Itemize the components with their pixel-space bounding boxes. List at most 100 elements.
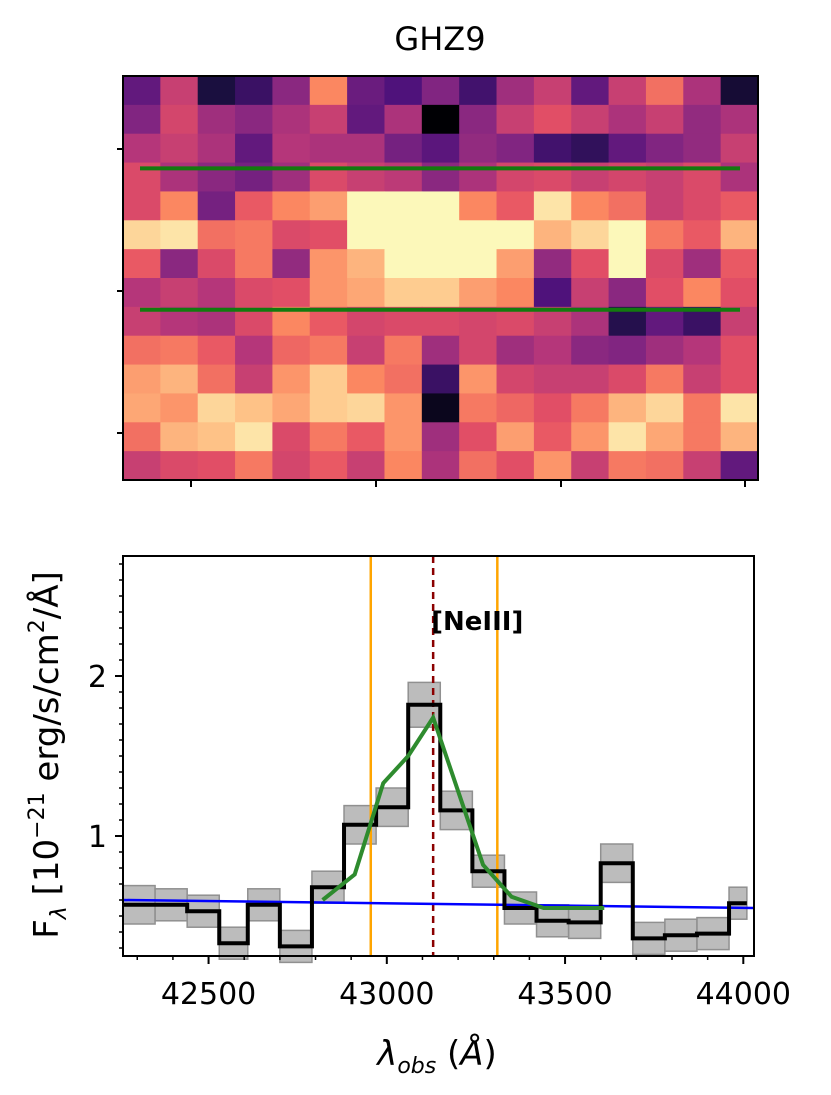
heatmap-cell: [309, 306, 348, 337]
heatmap-cell: [123, 364, 161, 395]
heatmap-cell: [459, 393, 498, 423]
heatmap-cell: [533, 306, 572, 337]
heatmap-cell: [235, 364, 274, 395]
heatmap-cell: [235, 191, 274, 221]
heatmap-cell: [160, 133, 199, 164]
heatmap-cell: [272, 422, 311, 452]
heatmap-cell: [571, 335, 610, 366]
heatmap-cell: [272, 335, 311, 366]
heatmap-cell: [421, 278, 460, 308]
heatmap-cell: [720, 133, 759, 164]
y-tick-label: 1: [88, 820, 107, 855]
heatmap-cell: [235, 133, 274, 164]
heatmap-cell: [384, 306, 423, 337]
heatmap-cell: [459, 133, 498, 164]
heatmap-cell: [720, 422, 759, 452]
line-label: [NeIII]: [431, 607, 523, 637]
heatmap-cell: [197, 335, 236, 366]
heatmap-cell: [720, 104, 759, 135]
heatmap-cell: [347, 335, 386, 366]
y-tick-label: 2: [88, 660, 107, 695]
heatmap-cell: [571, 393, 610, 423]
heatmap-cell: [496, 278, 535, 308]
heatmap-cell: [571, 133, 610, 164]
heatmap-cell: [123, 220, 161, 250]
spectrum-ticks: 42500 43000 43500 44000 1 2: [88, 563, 791, 1012]
heatmap-cell: [309, 249, 348, 279]
heatmap-cell: [496, 104, 535, 135]
heatmap-cell: [496, 76, 535, 106]
heatmap-cell: [645, 364, 684, 395]
heatmap-cell: [347, 133, 386, 164]
heatmap-cell: [235, 220, 274, 250]
heatmap-cell: [160, 278, 199, 308]
heatmap-cell: [309, 278, 348, 308]
heatmap-cell: [608, 249, 647, 279]
heatmap-cell: [272, 133, 311, 164]
heatmap-cell: [421, 104, 460, 135]
heatmap-cell: [123, 335, 161, 366]
heatmap-cell: [272, 393, 311, 423]
heatmap-cell: [421, 364, 460, 395]
heatmap-cell: [123, 191, 161, 221]
heatmap-cell: [496, 364, 535, 395]
heatmap-cell: [459, 451, 498, 481]
heatmap-cell: [683, 249, 722, 279]
heatmap-cell: [421, 133, 460, 164]
heatmap-cell: [645, 451, 684, 481]
heatmap-cell: [160, 393, 199, 423]
heatmap-cell: [720, 249, 759, 279]
heatmap-cell: [272, 191, 311, 221]
heatmap-cell: [123, 278, 161, 308]
heatmap-cell: [608, 133, 647, 164]
heatmap-cell: [645, 306, 684, 337]
heatmap-cell: [421, 220, 460, 250]
heatmap-cell: [384, 191, 423, 221]
heatmap-cell: [496, 220, 535, 250]
heatmap-cell: [459, 364, 498, 395]
heatmap-cell: [160, 364, 199, 395]
heatmap-cell: [235, 306, 274, 337]
heatmap-cell: [645, 220, 684, 250]
heatmap-cell: [645, 104, 684, 135]
heatmap-cell: [608, 278, 647, 308]
heatmap-cell: [571, 220, 610, 250]
heatmap-cell: [421, 306, 460, 337]
heatmap-cell: [235, 451, 274, 481]
heatmap-cell: [421, 451, 460, 481]
heatmap-cell: [571, 364, 610, 395]
heatmap-cell: [309, 104, 348, 135]
heatmap-cell: [571, 104, 610, 135]
heatmap-cell: [235, 278, 274, 308]
heatmap-cell: [645, 335, 684, 366]
heatmap-cell: [235, 249, 274, 279]
heatmap-cell: [235, 393, 274, 423]
heatmap-cell: [645, 249, 684, 279]
heatmap-cell: [309, 191, 348, 221]
heatmap-cell: [272, 278, 311, 308]
heatmap-cell: [496, 191, 535, 221]
heatmap-cell: [533, 220, 572, 250]
heatmap-cells: [123, 76, 759, 481]
heatmap-cell: [160, 191, 199, 221]
heatmap-cell: [720, 76, 759, 106]
x-tick-label: 44000: [696, 977, 791, 1012]
heatmap-cell: [123, 451, 161, 481]
heatmap-cell: [272, 104, 311, 135]
heatmap-cell: [608, 335, 647, 366]
heatmap-cell: [683, 393, 722, 423]
heatmap-cell: [720, 364, 759, 395]
heatmap-cell: [683, 306, 722, 337]
y-axis-label: Fλ [10−21 erg/s/cm2/Å]: [25, 571, 72, 939]
heatmap-cell: [459, 191, 498, 221]
heatmap-cell: [683, 335, 722, 366]
heatmap-cell: [123, 306, 161, 337]
heatmap-cell: [683, 422, 722, 452]
heatmap-cell: [160, 306, 199, 337]
heatmap-cell: [645, 133, 684, 164]
continuum-line: [122, 898, 755, 910]
heatmap-cell: [496, 422, 535, 452]
heatmap-cell: [197, 306, 236, 337]
heatmap-cell: [421, 191, 460, 221]
heatmap-cell: [459, 422, 498, 452]
